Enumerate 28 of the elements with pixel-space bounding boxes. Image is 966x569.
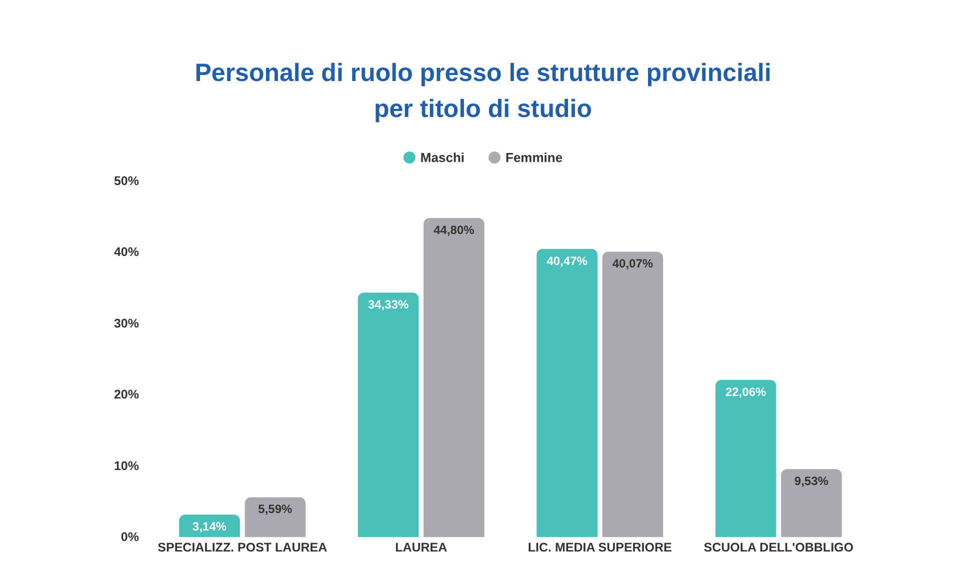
data-label: 9,53%	[794, 474, 829, 488]
bar	[536, 248, 598, 537]
y-tick-label: 50%	[114, 174, 139, 188]
y-tick-label: 10%	[114, 458, 139, 473]
x-tick-label: SCUOLA DELL'OBBLIGO	[704, 540, 854, 554]
bar	[424, 218, 484, 537]
data-label: 22,06%	[725, 384, 766, 399]
bar	[715, 380, 776, 537]
data-label: 3,14%	[192, 520, 227, 534]
data-label: 5,59%	[258, 502, 293, 516]
x-tick-label: LIC. MEDIA SUPERIORE	[528, 540, 672, 554]
data-label: 40,07%	[612, 256, 654, 271]
data-label: 34,33%	[368, 298, 409, 312]
data-label: 40,47%	[546, 254, 588, 268]
data-label: 44,80%	[434, 223, 475, 238]
chart-title: Personale di ruolo presso le strutture provinciali per titolo di studio	[194, 59, 772, 123]
legend-label: Femmine	[506, 150, 563, 165]
bar	[781, 469, 842, 537]
y-tick-label: 20%	[114, 388, 139, 402]
y-tick-label: 0%	[120, 530, 139, 544]
y-tick-label: 40%	[114, 245, 139, 260]
x-tick-label: LAUREA	[395, 540, 448, 554]
bar	[244, 497, 306, 537]
bar	[602, 252, 664, 537]
bar	[358, 292, 419, 537]
legend-label: Maschi	[420, 150, 465, 165]
x-tick-label: SPECIALIZZ. POST LAUREA	[158, 540, 328, 554]
y-tick-label: 30%	[114, 316, 139, 330]
